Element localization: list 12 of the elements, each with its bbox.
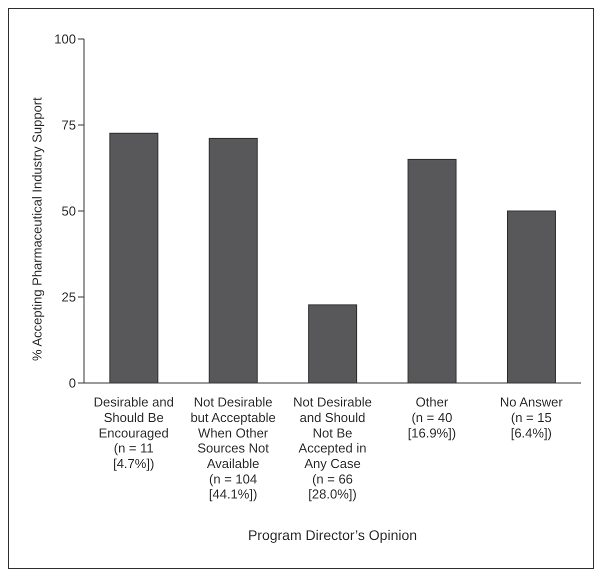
x-tick-label: No Answer (n = 15 [6.4%]) — [500, 394, 564, 440]
y-axis-title: % Accepting Pharmaceutical Industry Support — [30, 96, 45, 361]
y-tick-label: 50 — [62, 204, 76, 219]
y-tick-label: 0 — [68, 376, 76, 391]
x-tick-label: Not Desirable but Acceptable When Other Sources Not Available (n = 104 [44.1%]) — [190, 394, 276, 502]
x-tick-label: Not Desirable and Should Not Be Accepted in Any Case (n = 66 [28.0%]) — [293, 394, 372, 502]
x-axis-title: Program Director’s Opinion — [248, 527, 418, 543]
x-tick-label: Other (n = 40 [16.9%]) — [408, 394, 456, 440]
x-tick-label: Desirable and Should Be Encouraged (n = 11 [4.7%]) — [94, 394, 174, 472]
y-tick-label: 25 — [62, 290, 76, 305]
y-tick-label: 100 — [54, 32, 76, 47]
y-tick-label: 75 — [62, 118, 76, 133]
